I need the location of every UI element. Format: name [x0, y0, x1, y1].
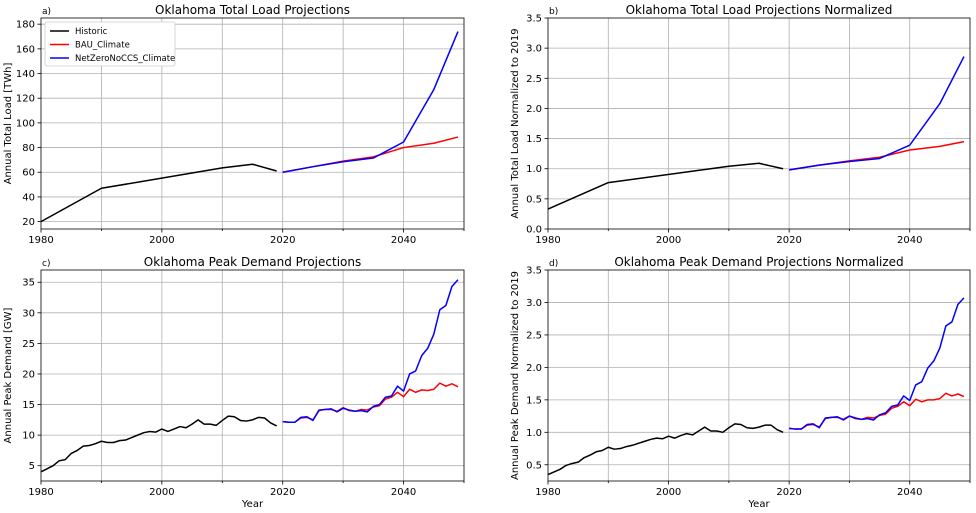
y-tick-label: 0.5: [526, 194, 542, 205]
axes-frame: [547, 269, 971, 482]
y-tick-label: 40: [22, 192, 35, 203]
y-tick-label: 20: [22, 369, 35, 380]
x-tick-label: 2000: [656, 235, 681, 246]
y-tick-label: 180: [16, 20, 35, 31]
y-tick-label: 1.0: [526, 428, 542, 439]
x-tick-label: 2040: [391, 235, 416, 246]
legend-entry: NetZeroNoCCS_Climate: [75, 54, 175, 64]
y-tick-label: 30: [22, 308, 35, 319]
y-tick-label: 2.5: [526, 330, 542, 341]
series-line-netzeronoccs-climate: [282, 279, 459, 424]
y-tick-label: 60: [22, 168, 35, 179]
panel-label: a): [42, 7, 51, 17]
y-tick-label: 0.5: [526, 460, 542, 471]
y-axis-label: Annual Total Load [TWh]: [3, 63, 14, 185]
x-tick-label: 2000: [656, 487, 681, 498]
x-tick-label: 2020: [776, 487, 801, 498]
x-tick-label: 2040: [897, 235, 922, 246]
chart-title: Oklahoma Peak Demand Projections Normali…: [614, 255, 903, 269]
panel-label: c): [42, 259, 50, 269]
y-axis-label: Annual Peak Demand [GW]: [3, 307, 14, 443]
y-tick-label: 2.0: [526, 363, 542, 374]
y-tick-label: 20: [22, 217, 35, 228]
x-tick-label: 1980: [535, 235, 560, 246]
series-line-netzeronoccs-climate: [789, 56, 965, 171]
legend-box: [44, 21, 176, 67]
chart-panel-4: 1980 2000 2020 2040 0.5 1.0 1.5 2.0 2.5 3.0 3.5 Okl…: [510, 255, 971, 510]
chart-title: Oklahoma Total Load Projections Normaliz…: [626, 3, 893, 17]
y-tick-label: 100: [16, 118, 35, 129]
chart-title: Oklahoma Peak Demand Projections: [144, 255, 362, 269]
y-tick-label: 140: [16, 69, 35, 80]
series-line-bau-climate: [282, 382, 459, 424]
y-axis-label: Annual Total Load Normalized to 2019: [510, 28, 521, 218]
chart-panel-2: 1980 2000 2020 2040 0.0 0.5 1.0 1.5 2.0 2.5 3.0 3.5…: [510, 3, 971, 246]
series-line-historic: [547, 162, 784, 210]
legend-entry: BAU_Climate: [75, 41, 130, 51]
series-line-historic: [40, 163, 277, 223]
y-tick-label: 1.5: [526, 395, 542, 406]
x-axis-label: Year: [747, 499, 770, 510]
y-tick-label: 3.5: [526, 266, 542, 277]
y-tick-label: 3.5: [526, 14, 542, 25]
series-line-historic: [547, 423, 784, 476]
x-axis-label: Year: [241, 499, 264, 510]
y-tick-label: 3.0: [526, 44, 542, 55]
axes-frame: [40, 17, 465, 230]
x-tick-label: 2020: [776, 235, 801, 246]
y-tick-label: 160: [16, 44, 35, 55]
y-tick-label: 25: [22, 339, 35, 350]
chart-title: Oklahoma Total Load Projections: [155, 3, 350, 17]
y-tick-label: 1.5: [526, 134, 542, 145]
x-tick-label: 1980: [535, 487, 560, 498]
chart-panel-1: 1980 2000 2020 204020406080100120140160180O…: [3, 3, 465, 246]
series-line-bau-climate: [789, 392, 965, 430]
series-line-netzeronoccs-climate: [282, 31, 459, 173]
panel-label: d): [549, 259, 558, 269]
panel-label: b): [549, 7, 558, 17]
y-tick-label: 5: [29, 461, 35, 472]
series-line-historic: [40, 415, 278, 473]
axes-frame: [547, 17, 971, 230]
axes-frame: [40, 269, 465, 482]
series-line-netzeronoccs-climate: [789, 297, 965, 430]
x-tick-label: 2000: [149, 487, 174, 498]
x-tick-label: 2040: [391, 487, 416, 498]
x-tick-label: 2020: [270, 235, 295, 246]
y-tick-label: 15: [22, 400, 35, 411]
legend: Historic BAU_Climate NetZeroNoCCS_Climate: [44, 21, 176, 67]
x-tick-label: 2040: [897, 487, 922, 498]
y-tick-label: 1.0: [526, 164, 542, 175]
y-tick-label: 2.0: [526, 104, 542, 115]
y-tick-label: 3.0: [526, 298, 542, 309]
x-tick-label: 2000: [149, 235, 174, 246]
y-tick-label: 0.0: [526, 225, 542, 236]
x-tick-label: 1980: [28, 487, 53, 498]
y-tick-label: 120: [16, 94, 35, 105]
y-tick-label: 80: [22, 143, 35, 154]
chart-panel-3: 1980 2000 2020 2040 5 10 15 20 25 30 35 Oklahoma Pe…: [3, 255, 465, 510]
x-tick-label: 2020: [270, 487, 295, 498]
y-axis-label: Annual Peak Demand Normalized to 2019: [510, 271, 521, 480]
y-tick-label: 35: [22, 278, 35, 289]
y-tick-label: 2.5: [526, 74, 542, 85]
legend-entry: Historic: [75, 27, 108, 37]
x-tick-label: 1980: [28, 235, 53, 246]
y-tick-label: 10: [22, 431, 35, 442]
